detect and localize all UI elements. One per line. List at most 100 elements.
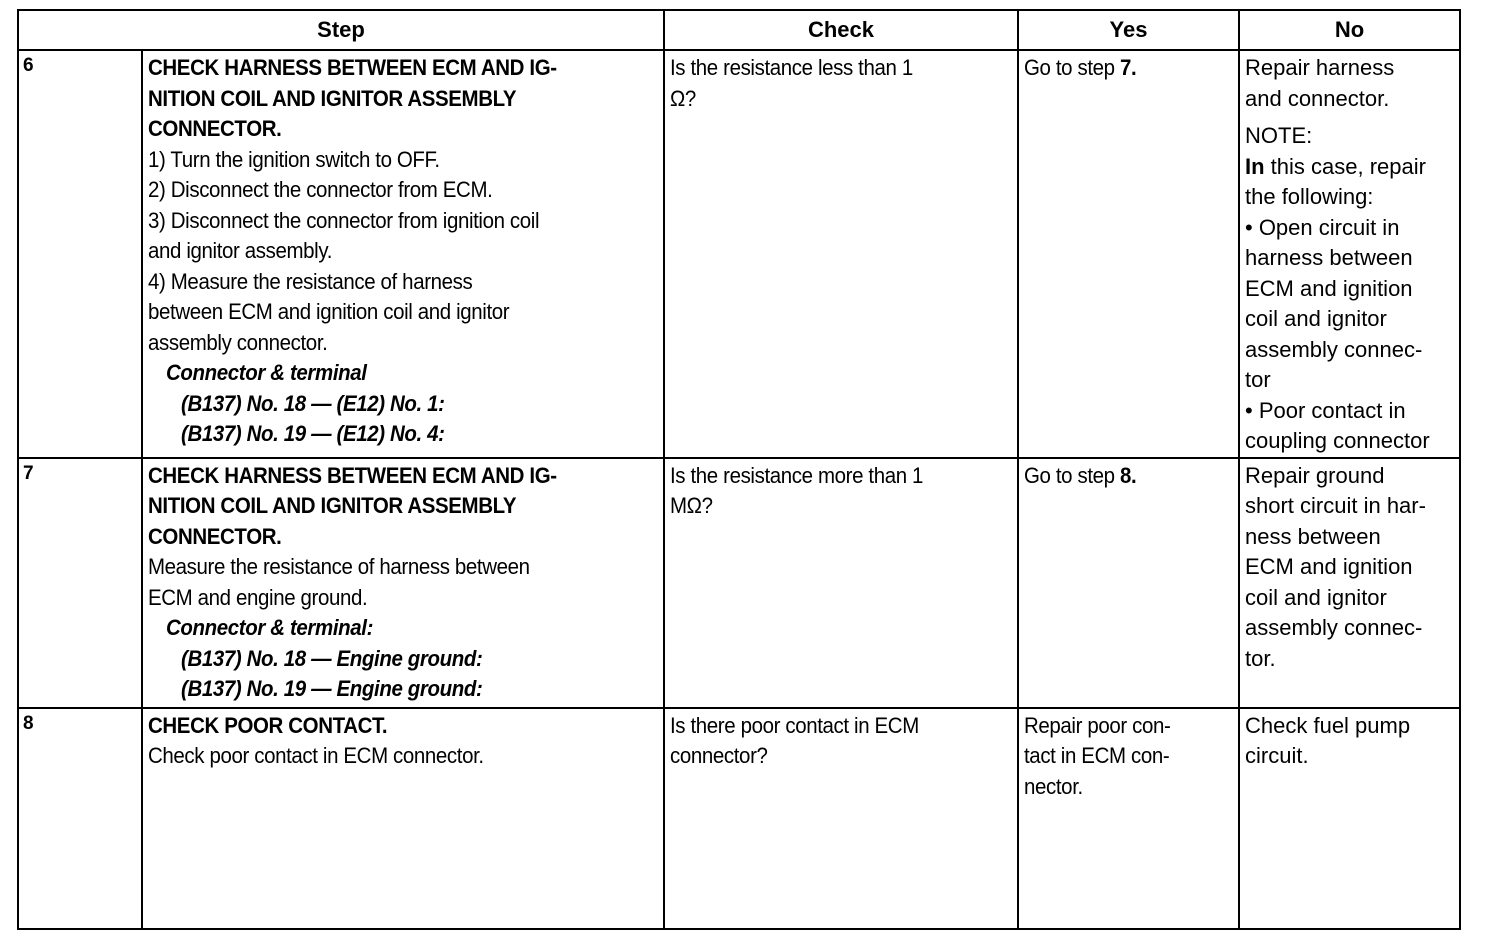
step-cell-line: 4) Measure the resistance of harness [148, 267, 659, 298]
text-segment: 7. [1119, 55, 1137, 80]
step-cell-line: assembly connector. [148, 328, 659, 359]
step-cell: CHECK POOR CONTACT. Check poor contact in… [141, 706, 665, 930]
no-cell-line: coil and ignitor [1245, 304, 1455, 335]
no-cell-line: NOTE: [1245, 121, 1455, 152]
check-cell-line: Is the resistance more than 1 [670, 461, 1013, 492]
text-segment: and connector. [1245, 85, 1390, 111]
text-segment: and ignitor assembly. [148, 238, 333, 263]
step-cell-line: NITION COIL AND IGNITOR ASSEMBLY [148, 491, 659, 522]
text-segment: coupling connector [1245, 428, 1430, 453]
text-segment: CHECK HARNESS BETWEEN ECM AND IG- [148, 55, 557, 80]
step-cell-line: 1) Turn the ignition switch to OFF. [148, 145, 659, 176]
step-cell: CHECK HARNESS BETWEEN ECM AND IG- NITION … [141, 49, 665, 459]
check-cell-line: Is the resistance less than 1 [670, 53, 1013, 84]
no-cell-line: assembly connec- [1245, 335, 1455, 366]
text-segment: CHECK POOR CONTACT. [148, 712, 388, 738]
yes-cell-line: Go to step 8. [1024, 461, 1234, 492]
text-segment: 3) Disconnect the connector from ignitio… [148, 207, 540, 233]
no-cell: Repair ground short circuit in har-ness b… [1238, 456, 1461, 709]
no-cell-line: ECM and ignition [1245, 552, 1455, 583]
text-segment: Is the resistance less than 1 [670, 55, 913, 80]
yes-cell-line: Repair poor con- [1024, 711, 1234, 742]
check-cell: Is the resistance less than 1 Ω? [663, 49, 1019, 459]
text-segment: harness between [1245, 245, 1413, 270]
step-cell-line: (B137) No. 19 — (E12) No. 4: [148, 419, 659, 450]
step-cell-line: NITION COIL AND IGNITOR ASSEMBLY [148, 84, 659, 115]
table-row: 8 CHECK POOR CONTACT. Check poor contact i… [17, 706, 1461, 930]
text-segment: 1) Turn the ignition switch to OFF. [148, 146, 440, 172]
step-cell-line: CHECK HARNESS BETWEEN ECM AND IG- [148, 53, 659, 84]
text-segment: Connector & terminal [166, 360, 367, 385]
text-segment: Connector & terminal: [166, 615, 374, 640]
step-cell-line: Measure the resistance of harness betwee… [148, 552, 659, 583]
step-number: 6 [17, 49, 143, 459]
table-row: 7 CHECK HARNESS BETWEEN ECM AND IG- NITION… [17, 456, 1461, 709]
text-segment: tact in ECM con- [1024, 743, 1170, 768]
text-segment: CHECK HARNESS BETWEEN ECM AND IG- [148, 462, 557, 488]
text-segment: nector. [1024, 773, 1083, 799]
text-segment: NITION COIL AND IGNITOR ASSEMBLY [148, 85, 517, 111]
text-segment: tor. [1245, 645, 1276, 671]
yes-cell-line: tact in ECM con- [1024, 741, 1234, 772]
text-segment: short circuit in har- [1245, 493, 1426, 518]
no-cell-line: and connector. [1245, 84, 1455, 115]
text-segment: Ω? [670, 85, 696, 111]
text-segment: Repair ground [1245, 462, 1385, 488]
text-segment: connector? [670, 743, 768, 768]
step-cell-line: CHECK POOR CONTACT. [148, 711, 659, 742]
no-cell: Repair harness and connector. NOTE: In this… [1238, 49, 1461, 459]
step-number: 7 [17, 456, 143, 709]
step-cell-line: CONNECTOR. [148, 522, 659, 553]
step-cell: CHECK HARNESS BETWEEN ECM AND IG- NITION … [141, 456, 665, 709]
step-cell-line: 3) Disconnect the connector from ignitio… [148, 206, 659, 237]
check-cell-line: Ω? [670, 84, 1013, 115]
step-cell-line: Connector & terminal: [148, 613, 659, 644]
check-cell-line: connector? [670, 741, 1013, 772]
header-yes: Yes [1017, 9, 1240, 51]
no-cell-line: Check fuel pump [1245, 711, 1455, 742]
text-segment: Check poor contact in ECM connector. [148, 743, 484, 768]
no-cell-line: tor. [1245, 644, 1455, 675]
text-segment: (B137) No. 19 — (E12) No. 4: [181, 421, 445, 446]
text-segment: (B137) No. 19 — Engine ground: [181, 676, 483, 701]
text-segment: 2) Disconnect the connector from ECM. [148, 177, 493, 202]
text-segment: Is there poor contact in ECM [670, 712, 919, 738]
table-row: 6 CHECK HARNESS BETWEEN ECM AND IG- NITION… [17, 49, 1461, 459]
text-segment: assembly connec- [1245, 615, 1423, 640]
text-segment: assembly connec- [1245, 336, 1423, 362]
check-cell-line: Is there poor contact in ECM [670, 711, 1013, 742]
step-cell-line: ECM and engine ground. [148, 583, 659, 614]
text-segment: • Open circuit in [1245, 214, 1400, 240]
yes-cell-line: Go to step 7. [1024, 53, 1234, 84]
text-segment: NOTE: [1245, 123, 1313, 148]
step-cell-line: between ECM and ignition coil and ignito… [148, 297, 659, 328]
text-segment: CONNECTOR. [148, 116, 282, 141]
text-segment: Repair harness [1245, 55, 1395, 80]
no-cell-line: harness between [1245, 243, 1455, 274]
no-cell-line: ECM and ignition [1245, 274, 1455, 305]
no-cell-line: • Open circuit in [1245, 213, 1455, 244]
no-cell-line: Repair ground [1245, 461, 1455, 492]
step-cell-line: (B137) No. 19 — Engine ground: [148, 674, 659, 705]
check-cell-line: MΩ? [670, 491, 1013, 522]
text-segment: (B137) No. 18 — (E12) No. 1: [181, 390, 445, 416]
no-cell-line: In this case, repair [1245, 152, 1455, 183]
text-segment: tor [1245, 367, 1271, 392]
no-cell: Check fuel pump circuit. [1238, 706, 1461, 930]
text-segment: NITION COIL AND IGNITOR ASSEMBLY [148, 493, 517, 518]
text-segment: ness between [1245, 523, 1381, 549]
text-segment: • Poor contact in [1245, 397, 1406, 423]
no-cell-line: the following: [1245, 182, 1455, 213]
no-cell-line: short circuit in har- [1245, 491, 1455, 522]
text-segment: MΩ? [670, 493, 713, 518]
no-cell-line: ness between [1245, 522, 1455, 553]
text-segment: Check fuel pump [1245, 712, 1411, 738]
text-segment: assembly connector. [148, 329, 328, 355]
check-cell: Is there poor contact in ECM connector? [663, 706, 1019, 930]
step-cell-line: and ignitor assembly. [148, 236, 659, 267]
text-segment: 8. [1119, 462, 1137, 488]
text-segment: ECM and engine ground. [148, 584, 368, 610]
yes-cell: Go to step 8. [1017, 456, 1240, 709]
text-segment: coil and ignitor [1245, 584, 1387, 610]
no-cell-line: circuit. [1245, 741, 1455, 772]
